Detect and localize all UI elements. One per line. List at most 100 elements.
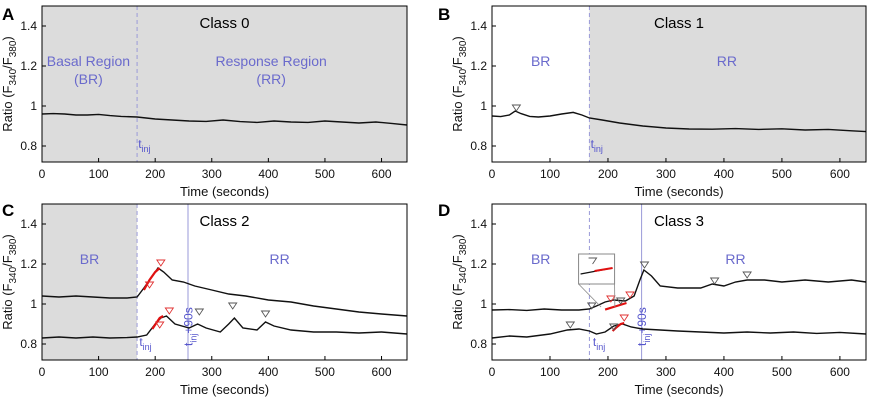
x-tick-label: 200 [598,365,618,379]
y-tick-label: 1.2 [470,257,487,271]
x-tick-label: 0 [489,365,496,379]
marker-main: t [591,137,595,151]
peak-marker [144,281,155,289]
peak-marker [164,307,175,315]
x-tick-label: 200 [145,167,165,181]
panel-a: A Class 0 Basal Region (BR) Response Region… [0,5,408,199]
peak-marker [709,277,720,285]
region-label: RR [270,251,290,267]
y-axis-title-part: 380 [458,40,469,57]
class-title: Class 0 [199,15,249,32]
marker-main: t [138,137,142,151]
peak-marker [742,271,752,279]
rise-segment [604,301,627,311]
y-axis-title-part: 380 [8,238,19,255]
y-tick-label: 0.8 [470,139,487,153]
x-tick-label: 300 [656,365,676,379]
x-tick-label: 0 [39,365,46,379]
region-label: (BR) [74,71,103,87]
x-tick-label: 600 [372,167,392,181]
x-tick-label: 600 [830,365,850,379]
peak-marker [154,321,165,329]
x-tick-label: 500 [772,365,792,379]
peak-marker [227,302,238,310]
x-tick-label: 400 [258,167,278,181]
injection-time-label: tinj [138,137,150,154]
region-label: RR [725,251,745,267]
class-title: Class 3 [654,213,704,230]
y-tick-label: 1.4 [470,19,487,33]
y-axis-title-part: 340 [8,266,19,283]
y-tick-label: 0.8 [20,139,37,153]
x-tick-label: 0 [489,167,496,181]
region-label: BR [80,251,99,267]
y-tick-label: 1 [30,297,37,311]
x-tick-label: 600 [372,365,392,379]
x-tick-label: 300 [202,365,222,379]
y-tick-label: 0.8 [470,337,487,351]
x-tick-label: 500 [315,365,335,379]
y-axis-title-part: /F [0,255,15,267]
plot-area: Class 0 Basal Region (BR) Response Region (R… [20,5,408,181]
x-axis-title: Time (seconds) [180,184,269,199]
trace-cell [491,110,867,133]
marker-suffix: +90s [182,307,196,333]
rise-segment [142,267,161,291]
shaded-region [42,6,407,162]
class-title: Class 1 [654,15,704,32]
peak-marker [625,291,635,299]
x-tick-label: 500 [772,167,792,181]
x-axis-title: Time (seconds) [180,382,269,397]
y-axis-title-part: Ratio (F [0,85,15,131]
peak-marker [608,323,619,331]
y-tick-label: 1.4 [470,217,487,231]
injection-time-label: tinj+90s [635,307,652,346]
marker-main: t [635,342,649,346]
trace-lower [491,323,867,339]
marker-main: t [182,342,196,346]
marker-suffix: +90s [635,307,649,333]
region-label: BR [531,251,550,267]
y-axis-title-part: 340 [458,266,469,283]
shaded-region [589,6,866,162]
inset-peak [588,257,598,265]
trace-cell [41,112,408,126]
y-tick-label: 1.4 [20,19,37,33]
injection-time-label: tinj [139,335,151,352]
class-title: Class 2 [199,213,249,230]
x-tick-label: 100 [540,167,560,181]
region-label: RR [717,53,737,69]
marker-sub: inj [143,342,152,352]
peak-marker [511,104,522,112]
x-tick-label: 500 [315,167,335,181]
axes-frame [491,203,867,361]
x-tick-label: 400 [714,365,734,379]
shaded-region [42,204,138,360]
y-axis-title-part: ) [0,234,15,238]
panel-letter: B [438,5,450,24]
y-axis-title-part: ) [450,36,465,40]
axes-frame [41,5,408,163]
axes-frame [41,203,408,361]
x-axis-title: Time (seconds) [634,184,723,199]
y-axis-title-part: 340 [8,68,19,85]
x-tick-label: 600 [830,167,850,181]
x-tick-label: 0 [39,167,46,181]
peak-marker [639,261,650,269]
y-axis-title-part: /F [0,57,15,69]
y-tick-label: 1 [480,297,487,311]
y-tick-label: 1.2 [470,59,487,73]
peak-marker [260,310,271,318]
marker-sub: inj [594,144,603,154]
x-axis-title: Time (seconds) [634,382,723,397]
y-axis-title-part: Ratio (F [0,283,15,329]
peak-marker [194,308,205,316]
panel-letter: C [2,201,14,220]
peak-marker [606,295,616,303]
panel-letter: A [2,5,14,24]
y-tick-label: 1 [480,99,487,113]
